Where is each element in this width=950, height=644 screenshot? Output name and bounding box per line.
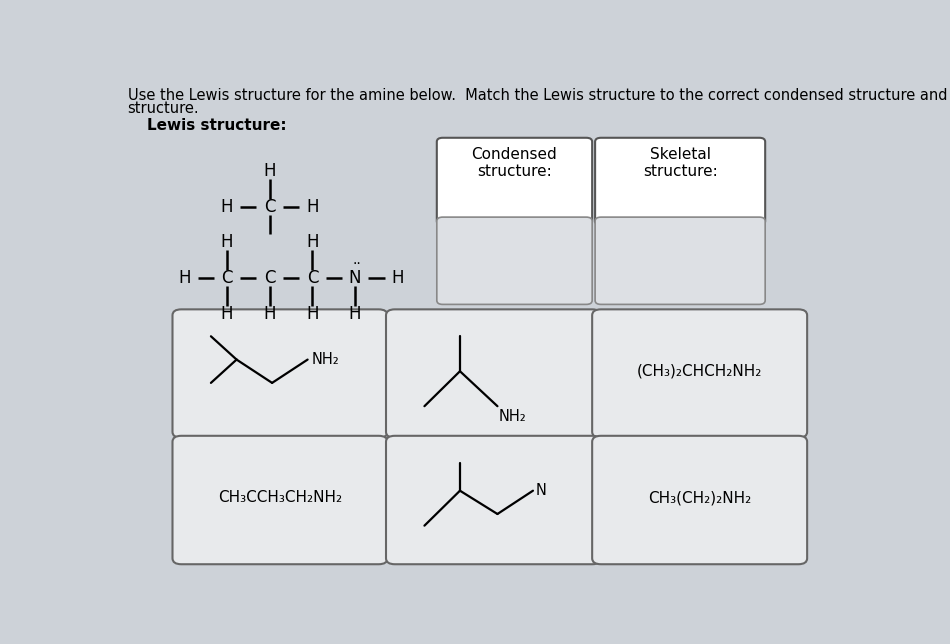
FancyBboxPatch shape bbox=[173, 436, 388, 564]
Text: C: C bbox=[307, 269, 318, 287]
Text: Lewis structure:: Lewis structure: bbox=[146, 118, 286, 133]
Text: H: H bbox=[349, 305, 361, 323]
Text: H: H bbox=[306, 233, 318, 251]
FancyBboxPatch shape bbox=[437, 217, 592, 305]
FancyBboxPatch shape bbox=[386, 436, 601, 564]
Text: CH₃(CH₂)₂NH₂: CH₃(CH₂)₂NH₂ bbox=[648, 490, 751, 505]
FancyBboxPatch shape bbox=[595, 138, 765, 225]
Text: N: N bbox=[349, 269, 361, 287]
FancyBboxPatch shape bbox=[592, 436, 808, 564]
Text: ⋅⋅: ⋅⋅ bbox=[352, 257, 362, 271]
FancyBboxPatch shape bbox=[173, 309, 388, 438]
Text: H: H bbox=[220, 233, 234, 251]
FancyBboxPatch shape bbox=[595, 217, 765, 305]
Text: H: H bbox=[178, 269, 191, 287]
Text: C: C bbox=[264, 269, 276, 287]
FancyBboxPatch shape bbox=[386, 309, 601, 438]
FancyBboxPatch shape bbox=[592, 309, 808, 438]
Text: H: H bbox=[263, 162, 276, 180]
Text: NH₂: NH₂ bbox=[499, 409, 526, 424]
Text: N: N bbox=[535, 483, 546, 498]
Text: Skeletal
structure:: Skeletal structure: bbox=[643, 147, 717, 179]
FancyBboxPatch shape bbox=[437, 138, 592, 225]
Text: H: H bbox=[306, 305, 318, 323]
Text: (CH₃)₂CHCH₂NH₂: (CH₃)₂CHCH₂NH₂ bbox=[636, 364, 762, 379]
Text: H: H bbox=[220, 305, 234, 323]
Text: C: C bbox=[221, 269, 233, 287]
Text: C: C bbox=[264, 198, 276, 216]
Text: H: H bbox=[220, 198, 234, 216]
Text: Condensed
structure:: Condensed structure: bbox=[471, 147, 558, 179]
Text: H: H bbox=[263, 305, 276, 323]
Text: structure.: structure. bbox=[127, 101, 200, 116]
Text: CH₃CCH₃CH₂NH₂: CH₃CCH₃CH₂NH₂ bbox=[218, 490, 342, 505]
Text: Use the Lewis structure for the amine below.  Match the Lewis structure to the c: Use the Lewis structure for the amine be… bbox=[127, 88, 950, 103]
Text: H: H bbox=[391, 269, 404, 287]
Text: NH₂: NH₂ bbox=[312, 352, 339, 367]
Text: H: H bbox=[306, 198, 318, 216]
